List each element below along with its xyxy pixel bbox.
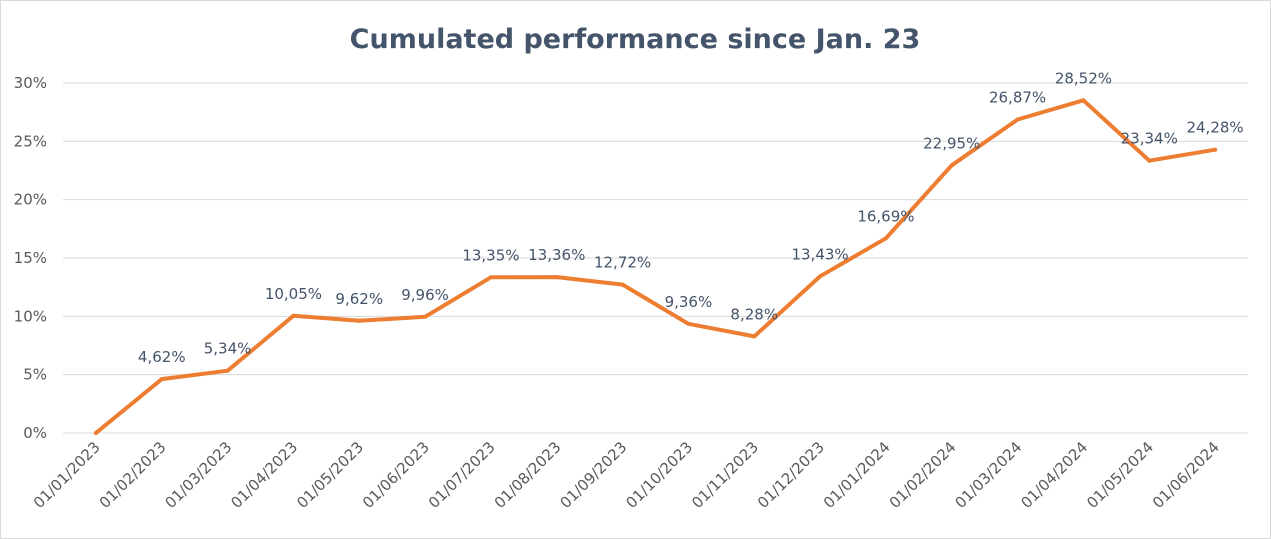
data-point xyxy=(225,368,230,373)
series-layer xyxy=(93,98,1218,435)
x-tick-label: 01/03/2024 xyxy=(952,438,1026,512)
data-point xyxy=(1081,98,1086,103)
data-point xyxy=(1213,147,1218,152)
y-tick-label: 0% xyxy=(23,424,47,442)
x-tick-label: 01/05/2024 xyxy=(1083,438,1157,512)
data-label: 4,62% xyxy=(138,348,186,366)
data-point xyxy=(1147,158,1152,163)
data-label: 22,95% xyxy=(923,134,980,152)
x-tick-label: 01/08/2023 xyxy=(491,438,565,512)
data-label: 23,34% xyxy=(1121,130,1178,148)
chart-title: Cumulated performance since Jan. 23 xyxy=(350,24,921,55)
x-tick-label: 01/06/2024 xyxy=(1149,438,1223,512)
y-tick-label: 10% xyxy=(14,307,47,325)
data-label: 10,05% xyxy=(265,285,322,303)
data-label: 9,36% xyxy=(665,293,713,311)
data-point xyxy=(357,318,362,323)
data-point xyxy=(554,275,559,280)
x-tick-label: 01/10/2023 xyxy=(622,438,696,512)
data-label: 8,28% xyxy=(730,305,778,323)
x-axis-ticks: 01/01/202301/02/202301/03/202301/04/2023… xyxy=(30,438,1223,512)
x-tick-label: 01/05/2023 xyxy=(293,438,367,512)
data-label: 13,35% xyxy=(462,246,519,264)
x-tick-label: 01/01/2024 xyxy=(820,438,894,512)
y-tick-label: 15% xyxy=(14,249,47,267)
data-label: 24,28% xyxy=(1186,119,1243,137)
data-label: 13,36% xyxy=(528,246,585,264)
series-line xyxy=(93,98,1218,435)
data-label: 28,52% xyxy=(1055,69,1112,87)
x-tick-label: 01/03/2023 xyxy=(162,438,236,512)
data-point xyxy=(291,313,296,318)
y-tick-label: 20% xyxy=(14,191,47,209)
data-label: 5,34% xyxy=(204,340,252,358)
x-tick-label: 01/04/2024 xyxy=(1017,438,1091,512)
data-point xyxy=(93,431,98,435)
x-tick-label: 01/01/2023 xyxy=(30,438,104,512)
data-label: 26,87% xyxy=(989,89,1046,107)
y-tick-label: 30% xyxy=(14,74,47,92)
x-tick-label: 01/06/2023 xyxy=(359,438,433,512)
x-tick-label: 01/02/2023 xyxy=(96,438,170,512)
data-label: 13,43% xyxy=(791,245,848,263)
data-point xyxy=(620,282,625,287)
y-axis-ticks: 0% 5% 10% 15% 20% 25% 30% xyxy=(14,74,47,442)
data-point xyxy=(686,321,691,326)
data-point xyxy=(1015,117,1020,122)
gridlines xyxy=(63,82,1248,434)
x-tick-label: 01/04/2023 xyxy=(227,438,301,512)
y-tick-label: 25% xyxy=(14,132,47,150)
data-labels: 4,62% 5,34% 10,05% 9,62% 9,96% 13,35% 13,36% 12… xyxy=(138,69,1244,366)
data-point xyxy=(818,274,823,279)
data-point xyxy=(752,334,757,339)
x-tick-label: 01/09/2023 xyxy=(557,438,631,512)
x-tick-label: 01/11/2023 xyxy=(688,438,762,512)
data-label: 16,69% xyxy=(857,207,914,225)
data-point xyxy=(488,275,493,280)
data-point xyxy=(423,314,428,319)
x-tick-label: 01/12/2023 xyxy=(754,438,828,512)
y-tick-label: 5% xyxy=(23,366,47,384)
data-label: 9,62% xyxy=(335,290,383,308)
data-label: 12,72% xyxy=(594,254,651,272)
x-tick-label: 01/07/2023 xyxy=(425,438,499,512)
data-label: 9,96% xyxy=(401,286,449,304)
data-point xyxy=(883,236,888,241)
data-point xyxy=(159,377,164,382)
x-tick-label: 01/02/2024 xyxy=(886,438,960,512)
data-point xyxy=(949,163,954,168)
